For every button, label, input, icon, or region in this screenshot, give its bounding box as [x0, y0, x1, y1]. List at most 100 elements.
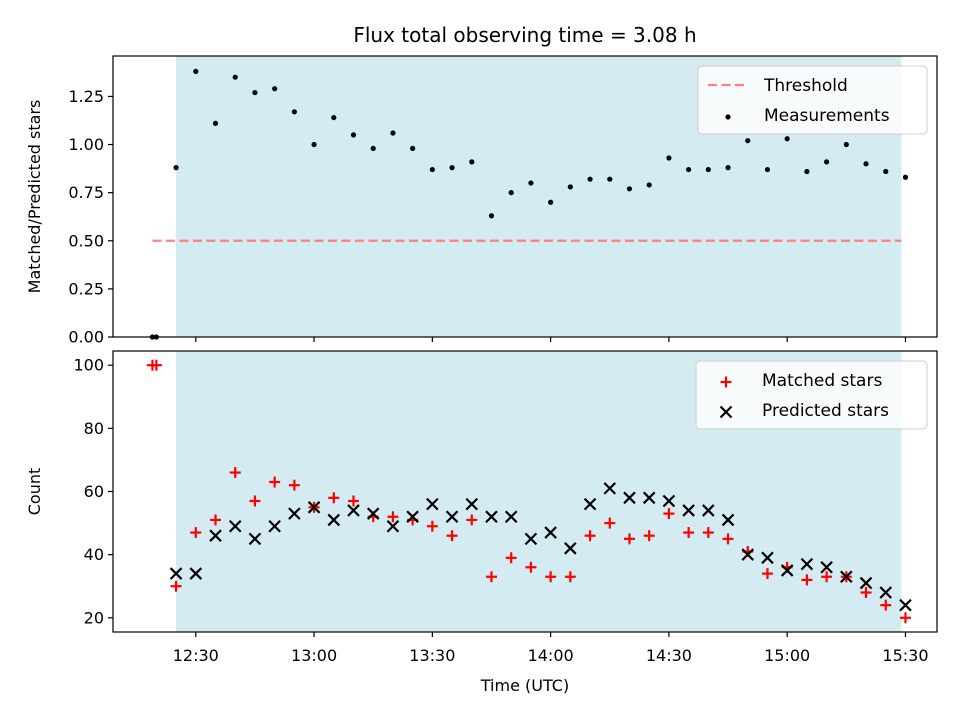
matched-point [821, 571, 833, 583]
matched-point [564, 571, 576, 583]
predicted-point [583, 497, 597, 511]
predicted-point-stroke [445, 510, 459, 524]
predicted-point [406, 510, 419, 524]
predicted-point-stroke [386, 519, 400, 533]
matched-point [347, 495, 359, 507]
count-y-axis-label: Count [25, 468, 44, 516]
measurement-point [252, 89, 258, 96]
y-tick-label: 1.00 [68, 135, 104, 154]
matched-point [643, 530, 655, 542]
legend-label: Measurements [764, 106, 890, 126]
predicted-point [426, 497, 439, 511]
measurement-point [350, 132, 357, 138]
measurement-point [725, 165, 731, 171]
predicted-point [721, 513, 735, 527]
chart-title: Flux total observing time = 3.08 h [353, 23, 696, 47]
predicted-point [682, 504, 695, 517]
predicted-point-stroke [623, 491, 636, 505]
matched-point [466, 514, 478, 526]
measurement-point [410, 145, 416, 151]
matched-point [269, 476, 281, 488]
predicted-point [780, 564, 794, 577]
predicted-point [307, 501, 321, 514]
predicted-point-stroke [189, 567, 203, 580]
predicted-point [169, 567, 183, 580]
measurement-point [548, 199, 554, 205]
predicted-point-stroke [169, 567, 183, 580]
predicted-point [465, 497, 479, 511]
predicted-point-stroke [268, 519, 281, 533]
measurement-point [567, 184, 573, 190]
measurement-point [764, 166, 771, 173]
predicted-point-stroke [209, 529, 222, 542]
x-tick-label: 12:30 [173, 646, 219, 665]
predicted-point-stroke [406, 510, 419, 524]
predicted-point [859, 576, 873, 590]
predicted-point [899, 598, 912, 612]
matched-point [190, 527, 202, 539]
measurement-point [212, 120, 219, 126]
matched-point [623, 533, 635, 545]
matched-point [722, 533, 734, 545]
measurement-point [646, 182, 652, 188]
y-tick-label: 60 [84, 482, 104, 501]
predicted-point-stroke [741, 548, 755, 561]
measurement-point [469, 159, 475, 165]
predicted-point [327, 513, 341, 527]
predicted-point-stroke [642, 491, 656, 505]
predicted-point [189, 567, 203, 580]
ratio-series-1 [149, 68, 909, 340]
predicted-point [504, 510, 518, 524]
predicted-point [544, 526, 557, 539]
matched-point [485, 571, 497, 583]
predicted-point [347, 504, 360, 517]
measurement-point [607, 176, 613, 182]
predicted-point [741, 548, 755, 561]
measurement-point [745, 138, 751, 144]
predicted-point-stroke [564, 542, 577, 555]
x-tick-label: 15:30 [882, 646, 928, 665]
x-tick-label: 13:00 [291, 646, 337, 665]
predicted-point [879, 586, 893, 599]
count-series-2 [169, 482, 912, 612]
matched-point [604, 517, 616, 529]
predicted-point-stroke [899, 598, 912, 612]
matched-point [545, 571, 557, 583]
ratio-y-axis-label: Matched/Predicted stars [25, 100, 44, 294]
measurement-point [843, 141, 849, 148]
measurement-point [193, 68, 199, 74]
matched-point [328, 492, 340, 504]
matched-point [683, 527, 695, 539]
matched-point [702, 527, 714, 539]
predicted-point [445, 510, 459, 524]
measurement-point [705, 166, 711, 173]
predicted-point-stroke [504, 510, 518, 524]
measurement-point [784, 136, 790, 142]
legend-box [695, 360, 928, 430]
matched-point [801, 574, 813, 586]
measurement-point [311, 141, 317, 148]
predicted-point-stroke [780, 564, 794, 577]
count-legend: Matched stars Predicted stars [695, 360, 928, 430]
matched-point [170, 580, 182, 592]
y-tick-label: 40 [84, 545, 104, 564]
matched-point [584, 530, 596, 542]
legend-label: Threshold [763, 76, 848, 96]
matched-point [426, 520, 438, 532]
predicted-point [248, 532, 262, 546]
y-tick-label: 20 [84, 608, 104, 627]
predicted-point-stroke [524, 532, 538, 546]
measurement-point [508, 190, 514, 196]
y-tick-label: 0.00 [68, 328, 104, 347]
predicted-point [366, 507, 380, 520]
measurement-point [429, 166, 435, 173]
predicted-point [564, 542, 577, 555]
predicted-point-stroke [583, 497, 597, 511]
predicted-point [485, 510, 498, 524]
ratio-legend: Threshold Measurements [697, 65, 928, 135]
measurement-point [449, 165, 455, 171]
ratio-axes-frame [112, 55, 938, 338]
predicted-point [800, 557, 814, 571]
predicted-point-stroke [366, 507, 380, 520]
